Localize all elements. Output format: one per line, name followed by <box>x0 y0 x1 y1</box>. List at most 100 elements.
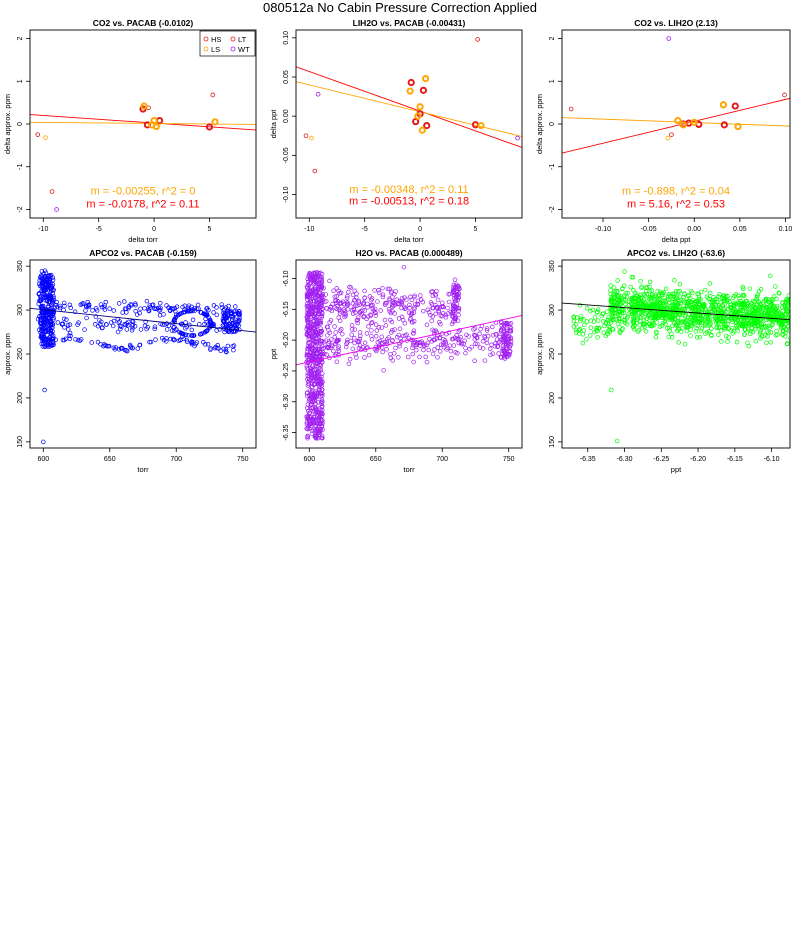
data-point <box>369 320 375 325</box>
data-point <box>484 340 490 346</box>
data-point <box>788 302 790 307</box>
data-point <box>690 290 695 296</box>
data-point <box>327 330 332 336</box>
y-axis-label: delta approx. ppm <box>3 94 12 154</box>
data-point <box>608 283 613 288</box>
data-point <box>462 338 467 344</box>
data-point <box>783 321 789 326</box>
chart-panel-3: CO2 vs. LIH2O (2.13) -0.10 -0.05 0.00 0.05 0.… <box>535 18 792 244</box>
data-point <box>744 311 750 316</box>
data-point <box>616 293 621 298</box>
chart-panel-4: APCO2 vs. PACAB (-0.159) 600 650 700 750 150 2… <box>3 248 257 474</box>
data-point <box>146 308 151 313</box>
data-point <box>621 297 626 303</box>
data-point <box>317 339 322 345</box>
data-point <box>707 281 713 286</box>
data-point <box>350 292 356 298</box>
data-point-hs <box>412 118 420 126</box>
data-point <box>62 303 67 309</box>
data-point <box>403 333 408 338</box>
data-point <box>608 318 613 323</box>
data-point <box>792 315 796 319</box>
y-tick-label: -6.30 <box>283 394 290 410</box>
data-point <box>305 340 311 346</box>
data-point <box>312 310 318 316</box>
data-point <box>322 299 327 305</box>
data-point-lt <box>782 92 787 98</box>
data-point-hs <box>731 102 739 110</box>
data-point <box>676 289 681 294</box>
data-point <box>336 348 342 354</box>
data-point <box>647 296 652 301</box>
data-point <box>178 337 183 343</box>
data-point <box>317 375 322 380</box>
data-point <box>185 309 191 314</box>
data-point <box>152 324 158 329</box>
data-point <box>342 314 347 320</box>
data-point <box>635 317 640 322</box>
data-point-hs <box>720 121 728 129</box>
data-point <box>767 315 773 320</box>
data-point <box>471 327 476 332</box>
data-point <box>458 334 463 340</box>
data-point <box>767 317 773 322</box>
data-point <box>355 339 360 344</box>
data-point <box>348 338 354 344</box>
data-point <box>731 303 736 309</box>
data-point <box>147 339 152 345</box>
data-point <box>766 330 771 336</box>
data-point <box>174 327 179 333</box>
data-point <box>625 314 631 319</box>
fit-line <box>30 307 256 333</box>
data-point <box>144 298 150 304</box>
data-point <box>123 322 128 328</box>
data-point <box>610 327 616 332</box>
data-point <box>383 323 389 328</box>
data-point <box>135 346 141 351</box>
data-point <box>333 298 339 304</box>
y-axis-label: ppt <box>269 348 278 359</box>
data-point <box>148 339 154 345</box>
data-point <box>681 295 686 300</box>
data-point <box>484 326 490 331</box>
data-point <box>718 328 724 333</box>
x-tick-label: 700 <box>170 456 182 463</box>
data-point <box>643 285 649 290</box>
data-point <box>709 332 714 338</box>
data-point <box>689 323 694 329</box>
data-point <box>712 301 717 307</box>
data-point <box>386 306 392 312</box>
data-point <box>643 329 649 334</box>
data-point <box>612 294 617 299</box>
data-point <box>126 305 131 311</box>
data-point <box>334 359 340 365</box>
data-point <box>493 341 498 346</box>
data-point <box>390 358 395 363</box>
data-point <box>443 315 449 320</box>
data-point <box>667 317 673 322</box>
data-point <box>50 311 55 317</box>
data-point <box>43 329 48 335</box>
data-point <box>382 317 388 323</box>
data-point <box>98 302 104 307</box>
data-point <box>362 355 367 360</box>
data-point <box>507 349 513 354</box>
data-point <box>306 381 311 387</box>
data-point <box>319 401 324 407</box>
data-point <box>426 347 431 353</box>
data-point <box>215 343 220 348</box>
data-point <box>381 368 386 373</box>
data-point <box>795 318 799 322</box>
data-point <box>86 304 92 310</box>
y-tick-label: 2 <box>17 36 24 40</box>
x-axis-label: delta torr <box>394 235 424 244</box>
data-point <box>688 295 693 301</box>
data-point <box>793 305 797 309</box>
data-point <box>742 332 747 337</box>
data-point <box>794 312 798 316</box>
y-tick-label: 1 <box>17 79 24 83</box>
data-point <box>794 325 798 329</box>
data-point <box>742 315 747 320</box>
data-point <box>739 302 744 308</box>
data-point <box>324 324 330 330</box>
